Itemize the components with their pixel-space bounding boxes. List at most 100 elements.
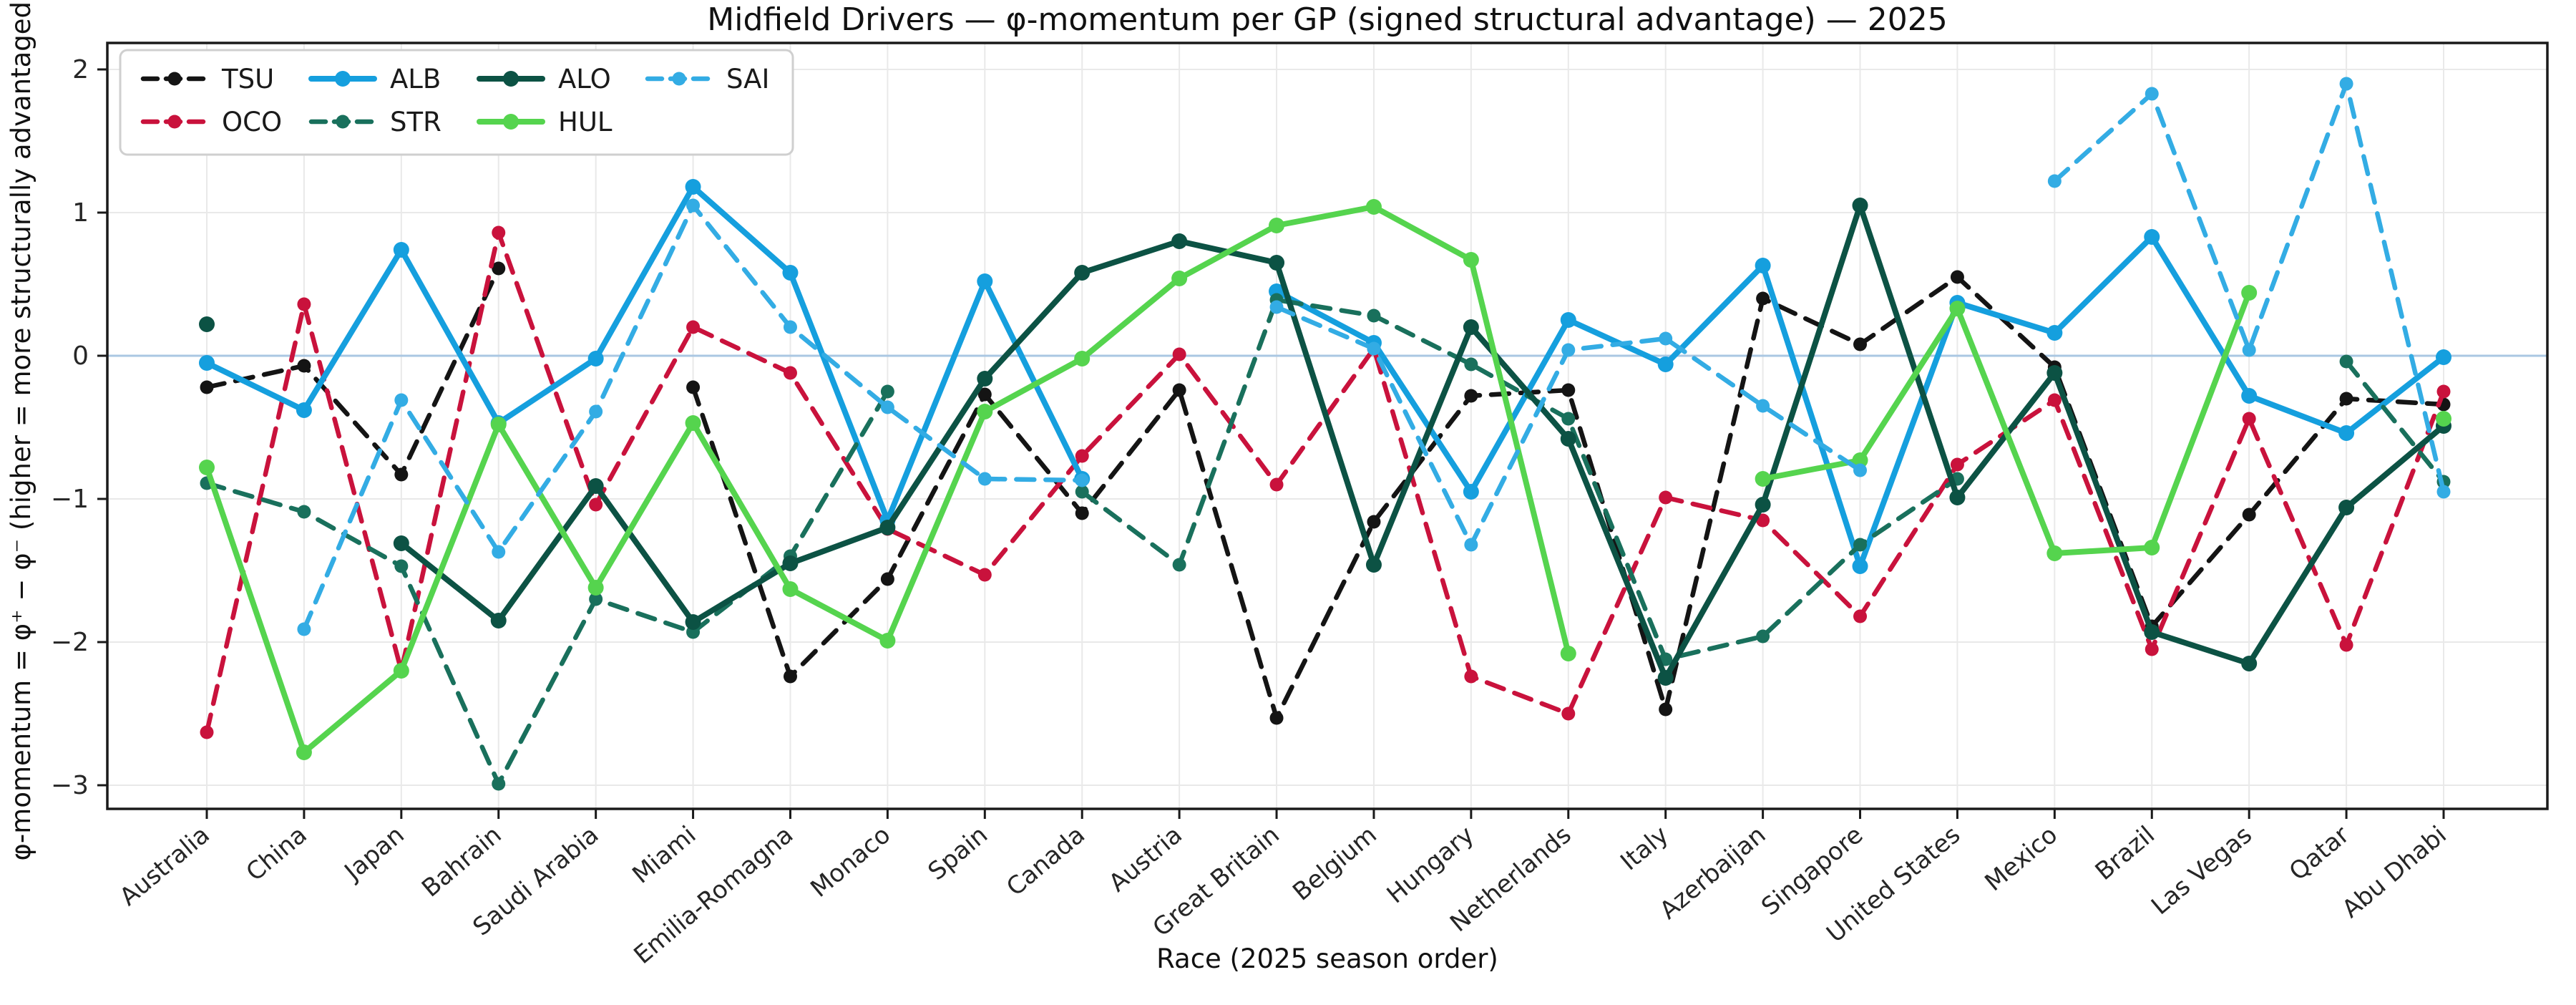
point-ALO-saudi-arabia (587, 478, 604, 494)
point-SAI-monaco (880, 400, 894, 414)
point-ALB-italy (1657, 356, 1674, 372)
point-OCO-australia (200, 725, 214, 739)
point-STR-japan (394, 559, 409, 573)
y-tick-label-0: 0 (72, 341, 89, 371)
legend-label-alo: ALO (558, 64, 611, 94)
point-ALO-brazil (2144, 624, 2160, 640)
point-OCO-china (297, 297, 311, 311)
x-tick-label-5: Miami (627, 820, 701, 889)
point-OCO-bahrain (492, 225, 506, 240)
point-SAI-emilia-romagna (783, 320, 797, 334)
point-ALB-mexico (2046, 325, 2063, 341)
chart-title: Midfield Drivers — φ-momentum per GP (si… (707, 1, 1948, 38)
point-SAI-las-vegas (2242, 343, 2256, 357)
point-HUL-abu-dhabi (2435, 411, 2451, 427)
point-OCO-qatar (2339, 638, 2353, 652)
point-SAI-abu-dhabi (2436, 485, 2451, 499)
point-SAI-singapore (1853, 463, 1868, 477)
point-TSU-canada (1075, 506, 1089, 520)
point-HUL-great-britain (1269, 218, 1285, 233)
point-OCO-united-states (1950, 457, 1964, 472)
point-HUL-belgium (1365, 199, 1382, 215)
x-tick-label-7: Monaco (805, 820, 896, 903)
legend-item-oco: OCO (140, 107, 282, 137)
series-SAI (297, 77, 2451, 636)
series-OCO (200, 225, 2451, 739)
point-SAI-miami (686, 198, 701, 213)
point-STR-belgium (1367, 309, 1381, 323)
point-SAI-italy (1659, 331, 1673, 346)
point-OCO-brazil (2145, 642, 2159, 656)
point-ALB-australia (199, 355, 215, 371)
series-STR (200, 293, 2451, 791)
point-ALB-japan (393, 242, 409, 258)
legend-sample-marker-str (336, 115, 350, 129)
axis-labels: Midfield Drivers — φ-momentum per GP (si… (6, 0, 1948, 974)
point-TSU-bahrain (492, 261, 506, 276)
point-ALB-china (296, 402, 312, 418)
point-HUL-netherlands (1560, 646, 1576, 661)
point-ALB-hungary (1463, 484, 1479, 500)
point-TSU-las-vegas (2242, 508, 2256, 522)
series-HUL-line (1760, 290, 2253, 556)
point-OCO-mexico (2047, 393, 2062, 407)
legend-sample-marker-alo (503, 71, 519, 87)
point-HUL-mexico (2046, 545, 2063, 561)
point-ALO-las-vegas (2241, 656, 2258, 671)
y-tick-label-2: 2 (72, 55, 89, 84)
point-ALO-monaco (879, 520, 896, 535)
legend-item-alo: ALO (477, 64, 611, 94)
point-TSU-netherlands (1561, 383, 1576, 397)
point-OCO-spain (977, 568, 992, 582)
point-STR-saudi-arabia (589, 592, 603, 606)
point-TSU-japan (394, 467, 409, 482)
point-STR-bahrain (492, 777, 506, 791)
point-TSU-great-britain (1269, 711, 1284, 725)
point-HUL-miami (685, 415, 701, 431)
point-HUL-brazil (2144, 540, 2160, 555)
legend: TSU OCO ALB STR ALO HUL SAI (119, 49, 794, 156)
x-tick-label-23: Abu Dhabi (2337, 820, 2452, 923)
point-OCO-austria (1172, 347, 1186, 361)
point-OCO-hungary (1464, 669, 1478, 684)
point-SAI-hungary (1464, 538, 1478, 552)
point-HUL-bahrain (490, 417, 507, 432)
point-ALB-emilia-romagna (782, 265, 799, 281)
legend-sample-marker-alb (335, 71, 351, 87)
point-ALB-netherlands (1560, 312, 1576, 328)
series-lines (199, 77, 2451, 791)
point-HUL-azerbaijan (1755, 471, 1771, 487)
point-ALO-united-states (1949, 490, 1966, 505)
series-TSU-line (204, 266, 501, 477)
x-tick-label-10: Austria (1103, 820, 1188, 898)
legend-label-oco: OCO (222, 107, 282, 137)
point-TSU-emilia-romagna (783, 669, 797, 684)
point-ALO-mexico (2046, 365, 2063, 381)
point-HUL-japan (393, 663, 409, 679)
legend-label-alb: ALB (390, 64, 441, 94)
point-HUL-emilia-romagna (782, 581, 799, 597)
point-TSU-spain (977, 387, 992, 402)
point-HUL-united-states (1949, 301, 1966, 316)
point-ALB-singapore (1852, 558, 1868, 574)
point-HUL-austria (1171, 271, 1188, 286)
point-ALO-netherlands (1560, 431, 1576, 447)
legend-item-sai: SAI (645, 64, 769, 94)
point-ALB-miami (685, 179, 701, 195)
point-TSU-china (297, 359, 311, 373)
point-ALO-canada (1074, 265, 1091, 281)
point-SAI-bahrain (492, 545, 506, 559)
point-OCO-singapore (1853, 609, 1868, 623)
point-ALO-emilia-romagna (782, 555, 799, 571)
legend-sample-marker-oco (167, 115, 182, 129)
x-tick-label-3: Bahrain (416, 820, 507, 903)
point-SAI-japan (394, 393, 409, 407)
point-ALO-spain (977, 371, 993, 387)
x-tick-label-13: Hungary (1382, 820, 1480, 909)
point-OCO-emilia-romagna (783, 366, 797, 380)
point-TSU-belgium (1367, 515, 1381, 529)
y-tick-label--2: −2 (51, 628, 89, 657)
